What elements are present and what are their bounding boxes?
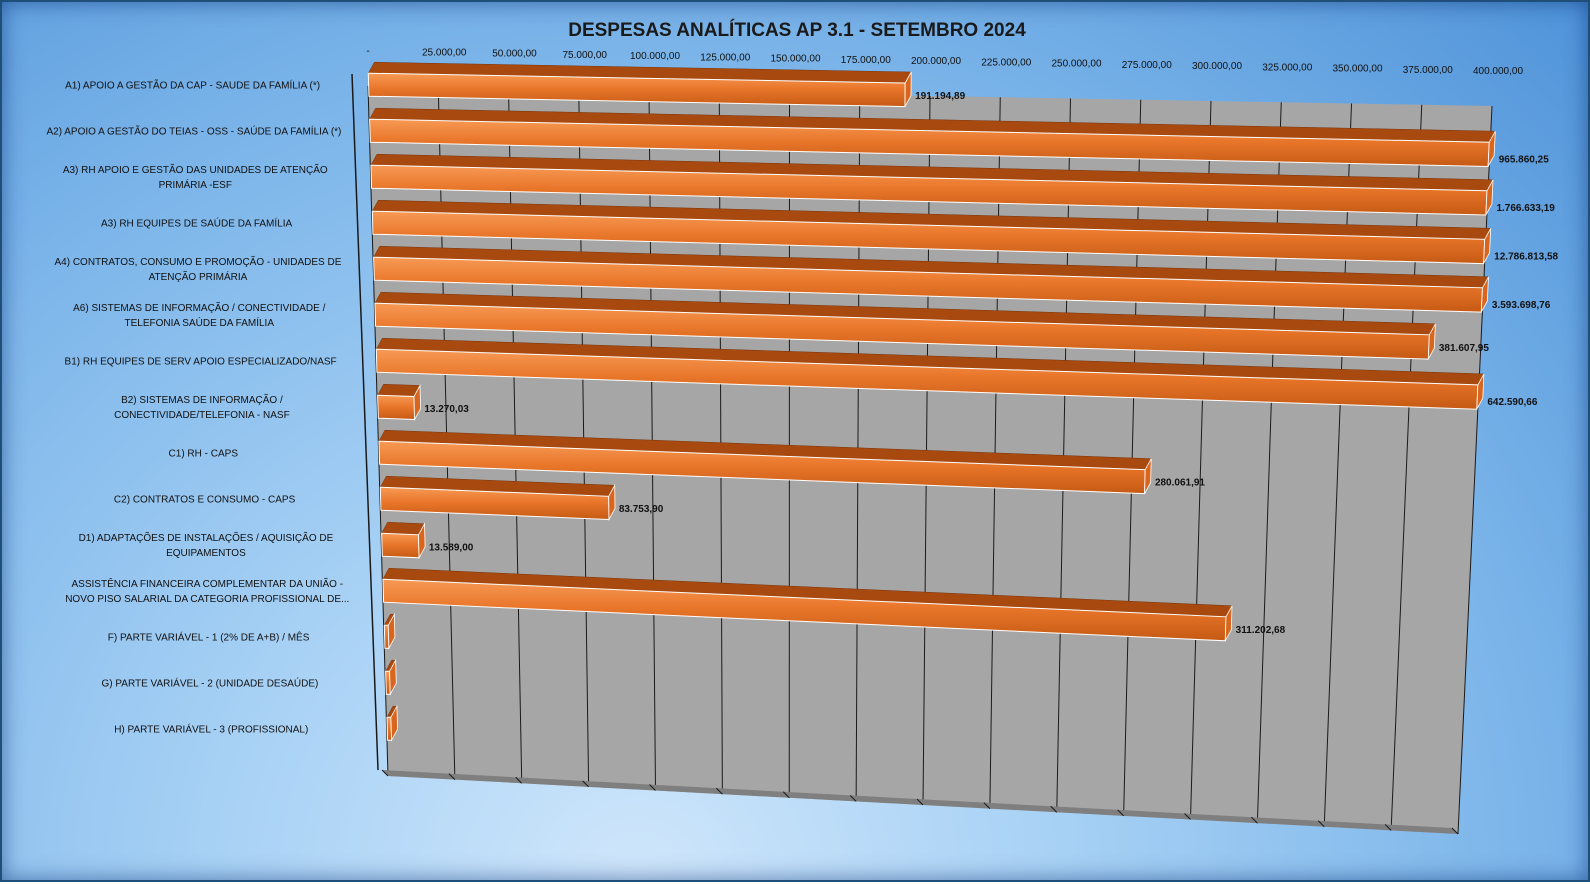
x-tick-label: 325.000,00 xyxy=(1262,62,1312,73)
bar-value-label: 965.860,25 xyxy=(1499,154,1549,165)
bar-value-label: 1.766.633,19 xyxy=(1496,203,1555,214)
bar-value-label: 13.589,00 xyxy=(429,542,474,553)
category-label: A4) CONTRATOS, CONSUMO E PROMOÇÃO - UNID… xyxy=(54,255,341,283)
x-tick-label: 300.000,00 xyxy=(1192,61,1242,72)
x-tick-label: 350.000,00 xyxy=(1332,64,1382,75)
bar-front-face xyxy=(378,395,415,419)
bar xyxy=(382,522,426,558)
bar-value-label: 642.590,66 xyxy=(1487,397,1537,408)
bar-value-label: 191.194,89 xyxy=(915,91,965,102)
x-tick-label: 125.000,00 xyxy=(700,52,750,63)
x-tick-label: 225.000,00 xyxy=(981,57,1031,68)
category-label: D1) ADAPTAÇÕES DE INSTALAÇÕES / AQUISIÇÃ… xyxy=(79,531,334,559)
bar-front-face xyxy=(382,533,420,558)
x-tick-label: 100.000,00 xyxy=(630,51,680,62)
category-label: B1) RH EQUIPES DE SERV APOIO ESPECIALIZA… xyxy=(65,357,337,368)
category-label: C1) RH - CAPS xyxy=(169,449,239,460)
category-label: A3) RH EQUIPES DE SAÚDE DA FAMÍLIA xyxy=(101,217,292,230)
bar-value-label: 3.593.698,76 xyxy=(1492,300,1551,311)
bar-value-label: 13.270,03 xyxy=(424,404,469,415)
x-tick-label: 75.000,00 xyxy=(563,50,608,61)
category-label: C2) CONTRATOS E CONSUMO - CAPS xyxy=(114,495,296,506)
x-tick-label: 200.000,00 xyxy=(911,56,961,67)
category-label: G) PARTE VARIÁVEL - 2 (UNIDADE DESAÚDE) xyxy=(101,677,318,690)
category-label: A6) SISTEMAS DE INFORMAÇÃO / CONECTIVIDA… xyxy=(73,301,325,329)
bar-value-label: 83.753,90 xyxy=(619,504,664,515)
category-label: A2) APOIO A GESTÃO DO TEIAS - OSS - SAÚD… xyxy=(46,125,341,138)
category-label: ASSISTÊNCIA FINANCEIRA COMPLEMENTAR DA U… xyxy=(65,577,349,605)
x-tick-label: 275.000,00 xyxy=(1122,60,1172,71)
category-labels: A1) APOIO A GESTÃO DA CAP - SAUDE DA FAM… xyxy=(46,79,349,736)
x-tick-label: 250.000,00 xyxy=(1051,59,1101,70)
bar-value-label: 381.607,95 xyxy=(1439,343,1489,354)
x-tick-label: 175.000,00 xyxy=(841,55,891,66)
x-tick-label: - xyxy=(366,46,369,57)
x-tick-label: 50.000,00 xyxy=(492,49,537,60)
bar-top-face xyxy=(378,384,420,396)
x-tick-label: 400.000,00 xyxy=(1473,66,1523,77)
bar-value-label: 311.202,68 xyxy=(1236,625,1286,636)
bar-top-face xyxy=(382,522,425,535)
bar xyxy=(378,384,421,419)
category-label: F) PARTE VARIÁVEL - 1 (2% DE A+B) / MÊS xyxy=(108,631,310,644)
bar-value-label: 12.786.813,58 xyxy=(1494,251,1558,262)
category-label: B2) SISTEMAS DE INFORMAÇÃO /CONECTIVIDAD… xyxy=(114,393,290,421)
category-label: A1) APOIO A GESTÃO DA CAP - SAUDE DA FAM… xyxy=(65,79,320,92)
x-tick-label: 375.000,00 xyxy=(1403,65,1453,76)
bar-value-label: 280.061,91 xyxy=(1155,478,1205,489)
category-label: H) PARTE VARIÁVEL - 3 (PROFISSIONAL) xyxy=(114,723,308,736)
x-tick-label: 150.000,00 xyxy=(770,54,820,65)
chart-title: DESPESAS ANALÍTICAS AP 3.1 - SETEMBRO 20… xyxy=(568,19,1026,41)
category-label: A3) RH APOIO E GESTÃO DAS UNIDADES DE AT… xyxy=(63,163,328,191)
x-tick-label: 25.000,00 xyxy=(422,47,467,58)
